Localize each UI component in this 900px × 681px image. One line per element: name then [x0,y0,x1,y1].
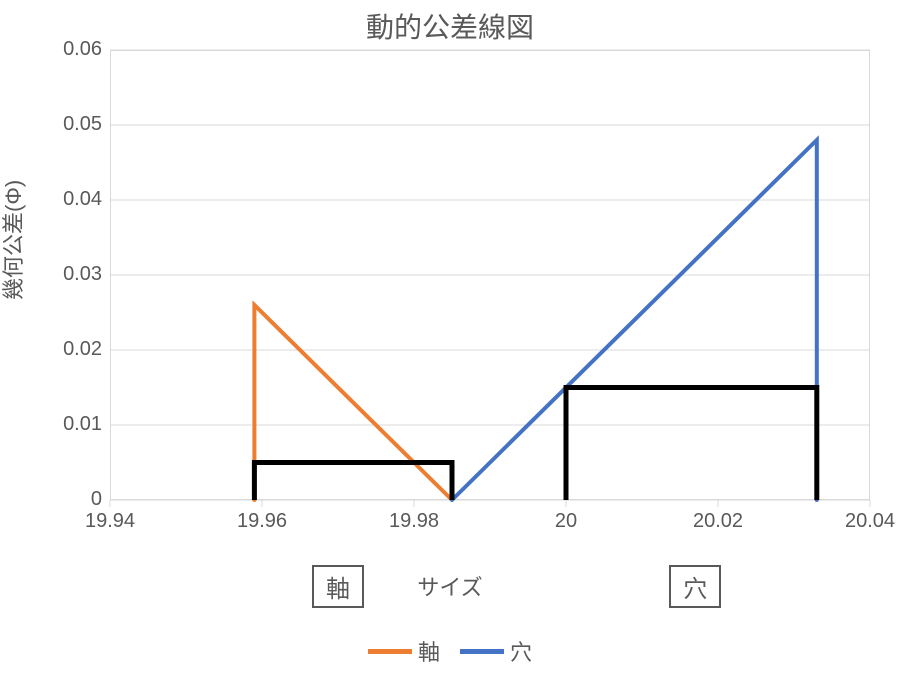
x-tick-label: 19.94 [80,510,140,533]
plot-area [110,50,870,510]
box-hole [566,388,817,501]
chart-container: 動的公差線図 幾何公差(Φ) 0 0.01 0.02 0.03 0.04 0.05 0.06… [0,0,900,681]
y-tick-label: 0.03 [63,263,102,286]
legend-item: 穴 [460,635,532,667]
x-tick-label: 20.04 [840,510,900,533]
x-tick-label: 20 [536,510,596,533]
y-tick-label: 0.04 [63,188,102,211]
x-axis-label: サイズ [0,570,900,602]
legend-item: 軸 [368,635,440,667]
y-tick-label: 0.02 [63,338,102,361]
x-note: 軸 [312,565,364,608]
legend-label: 穴 [510,635,532,667]
y-tick-label: 0.01 [63,413,102,436]
y-axis-label: 幾何公差(Φ) [0,180,28,300]
series-穴 [452,140,817,500]
x-tick-label: 19.96 [232,510,292,533]
series-軸 [254,305,452,500]
chart-title: 動的公差線図 [0,6,900,46]
y-tick-label: 0 [91,488,102,511]
legend-swatch [368,649,412,654]
x-tick-label: 20.02 [688,510,748,533]
legend: 軸穴 [0,635,900,667]
x-note: 穴 [669,565,721,608]
legend-label: 軸 [418,635,440,667]
y-tick-label: 0.05 [63,113,102,136]
legend-swatch [460,649,504,654]
x-tick-label: 19.98 [384,510,444,533]
y-tick-label: 0.06 [63,38,102,61]
